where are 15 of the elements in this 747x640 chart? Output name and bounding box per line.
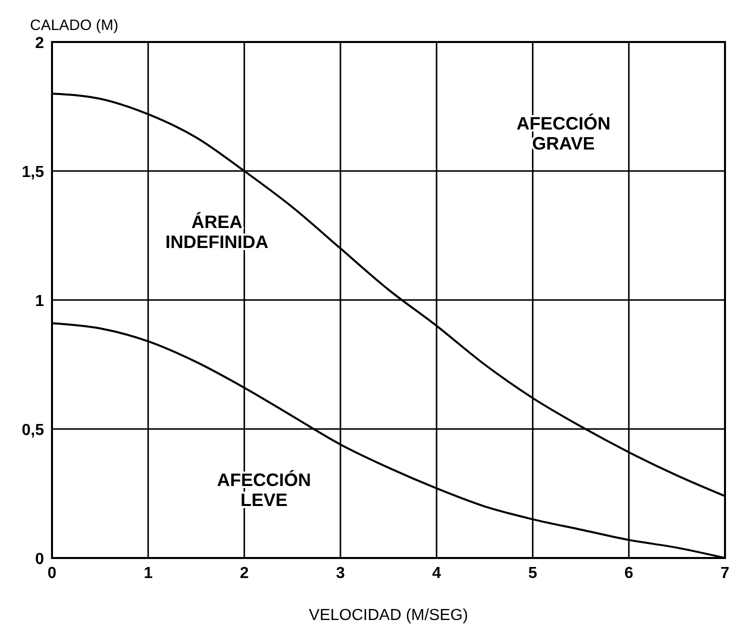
x-tick-label: 0 [48, 565, 57, 582]
y-tick-label: 0,5 [22, 422, 44, 439]
y-tick-label: 2 [35, 35, 44, 52]
x-tick-label: 3 [336, 565, 345, 582]
x-tick-label: 5 [528, 565, 538, 582]
y-tick-label: 1,5 [22, 164, 44, 181]
y-axis-title: CALADO (M) [30, 17, 118, 34]
x-tick-label: 2 [240, 565, 249, 582]
x-tick-label: 4 [432, 565, 442, 582]
x-tick-label: 1 [144, 565, 153, 582]
x-tick-label: 7 [720, 565, 730, 582]
y-tick-label: 0 [35, 551, 44, 568]
x-axis-title: VELOCIDAD (M/SEG) [308, 607, 468, 624]
x-tick-label: 6 [624, 565, 634, 582]
y-tick-label: 1 [35, 293, 44, 310]
